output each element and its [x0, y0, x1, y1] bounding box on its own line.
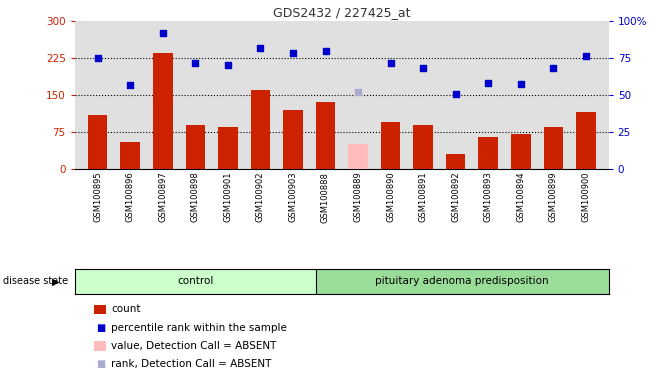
Bar: [120, 142, 140, 169]
Text: rank, Detection Call = ABSENT: rank, Detection Call = ABSENT: [111, 359, 271, 369]
Point: [125, 82, 135, 88]
Point: [418, 65, 428, 71]
Bar: [381, 122, 400, 169]
Text: value, Detection Call = ABSENT: value, Detection Call = ABSENT: [111, 341, 277, 351]
Point: [548, 65, 559, 71]
Point: [223, 62, 233, 68]
Point: [581, 53, 591, 59]
Point: [516, 81, 526, 87]
Bar: [413, 124, 433, 169]
Bar: [88, 115, 107, 169]
Text: ▶: ▶: [52, 276, 60, 286]
Text: ■: ■: [96, 359, 105, 369]
Bar: [478, 137, 498, 169]
Bar: [576, 112, 596, 169]
Point: [288, 50, 298, 56]
Bar: [153, 53, 173, 169]
Bar: [348, 144, 368, 169]
Bar: [75, 269, 316, 294]
Bar: [511, 134, 531, 169]
Point: [158, 30, 168, 36]
Text: percentile rank within the sample: percentile rank within the sample: [111, 323, 287, 333]
Bar: [446, 154, 465, 169]
Bar: [218, 127, 238, 169]
Bar: [316, 103, 335, 169]
Point: [483, 79, 493, 86]
Text: count: count: [111, 304, 141, 314]
Text: ■: ■: [96, 323, 105, 333]
Point: [385, 60, 396, 66]
Text: disease state: disease state: [3, 276, 68, 286]
Bar: [283, 110, 303, 169]
Point: [190, 60, 201, 66]
Text: control: control: [177, 276, 214, 286]
Bar: [186, 124, 205, 169]
Point: [92, 55, 103, 61]
Bar: [316, 269, 609, 294]
Point: [255, 45, 266, 51]
Bar: [544, 127, 563, 169]
Text: pituitary adenoma predisposition: pituitary adenoma predisposition: [376, 276, 549, 286]
Point: [353, 89, 363, 95]
Point: [320, 48, 331, 54]
Bar: [251, 90, 270, 169]
Point: [450, 91, 461, 97]
Title: GDS2432 / 227425_at: GDS2432 / 227425_at: [273, 5, 411, 18]
